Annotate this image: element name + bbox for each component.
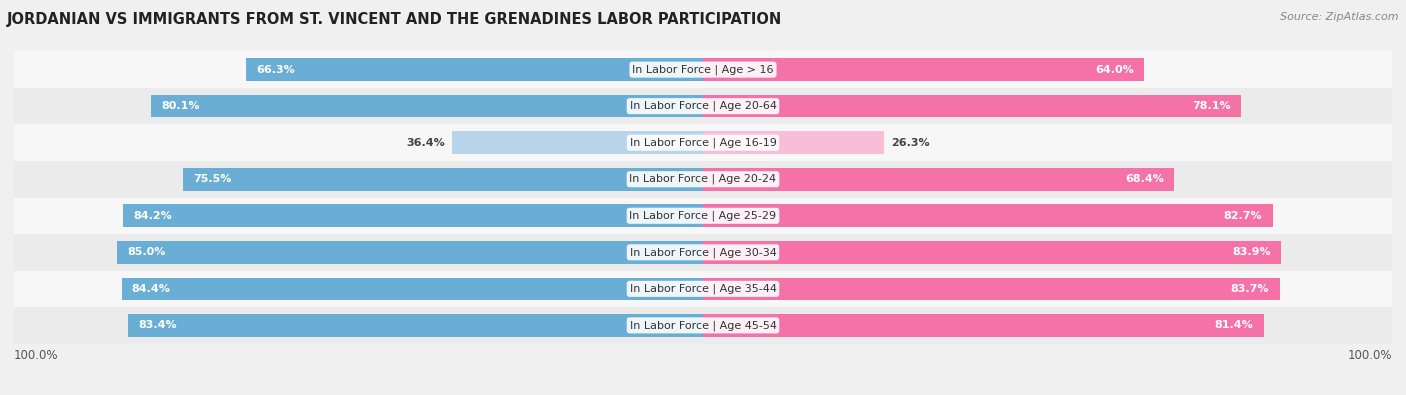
Text: 82.7%: 82.7% <box>1223 211 1263 221</box>
Bar <box>703 278 1279 300</box>
Bar <box>14 234 1392 271</box>
Bar <box>152 95 703 117</box>
Bar <box>14 271 1392 307</box>
Text: 78.1%: 78.1% <box>1192 101 1230 111</box>
Text: 85.0%: 85.0% <box>128 247 166 257</box>
Bar <box>121 278 703 300</box>
Bar <box>703 95 1241 117</box>
Text: 83.7%: 83.7% <box>1230 284 1270 294</box>
Bar <box>117 241 703 263</box>
Text: 83.4%: 83.4% <box>139 320 177 330</box>
Text: In Labor Force | Age 20-64: In Labor Force | Age 20-64 <box>630 101 776 111</box>
Bar <box>14 198 1392 234</box>
Bar <box>14 88 1392 124</box>
Bar <box>14 51 1392 88</box>
Bar <box>128 314 703 337</box>
Text: In Labor Force | Age 20-24: In Labor Force | Age 20-24 <box>630 174 776 184</box>
Text: 75.5%: 75.5% <box>193 174 232 184</box>
Text: In Labor Force | Age > 16: In Labor Force | Age > 16 <box>633 64 773 75</box>
Text: 83.9%: 83.9% <box>1232 247 1271 257</box>
Bar <box>703 205 1272 227</box>
Bar <box>14 161 1392 198</box>
Text: JORDANIAN VS IMMIGRANTS FROM ST. VINCENT AND THE GRENADINES LABOR PARTICIPATION: JORDANIAN VS IMMIGRANTS FROM ST. VINCENT… <box>7 12 782 27</box>
Bar <box>183 168 703 190</box>
Text: In Labor Force | Age 45-54: In Labor Force | Age 45-54 <box>630 320 776 331</box>
Bar <box>703 168 1174 190</box>
Text: 100.0%: 100.0% <box>14 349 59 362</box>
Text: 68.4%: 68.4% <box>1125 174 1164 184</box>
Text: 80.1%: 80.1% <box>162 101 200 111</box>
Text: 64.0%: 64.0% <box>1095 65 1133 75</box>
Bar <box>703 314 1264 337</box>
Text: 81.4%: 81.4% <box>1215 320 1254 330</box>
Text: In Labor Force | Age 30-34: In Labor Force | Age 30-34 <box>630 247 776 258</box>
Text: Source: ZipAtlas.com: Source: ZipAtlas.com <box>1281 12 1399 22</box>
Text: In Labor Force | Age 16-19: In Labor Force | Age 16-19 <box>630 137 776 148</box>
Text: 66.3%: 66.3% <box>256 65 295 75</box>
Text: In Labor Force | Age 35-44: In Labor Force | Age 35-44 <box>630 284 776 294</box>
Text: 36.4%: 36.4% <box>406 138 446 148</box>
Text: 26.3%: 26.3% <box>891 138 929 148</box>
Bar <box>453 132 703 154</box>
Bar <box>246 58 703 81</box>
Bar <box>122 205 703 227</box>
Bar <box>703 58 1144 81</box>
Bar <box>14 307 1392 344</box>
Text: In Labor Force | Age 25-29: In Labor Force | Age 25-29 <box>630 211 776 221</box>
Text: 84.2%: 84.2% <box>134 211 172 221</box>
Bar <box>14 124 1392 161</box>
Text: 84.4%: 84.4% <box>132 284 170 294</box>
Bar <box>703 241 1281 263</box>
Bar <box>703 132 884 154</box>
Text: 100.0%: 100.0% <box>1347 349 1392 362</box>
